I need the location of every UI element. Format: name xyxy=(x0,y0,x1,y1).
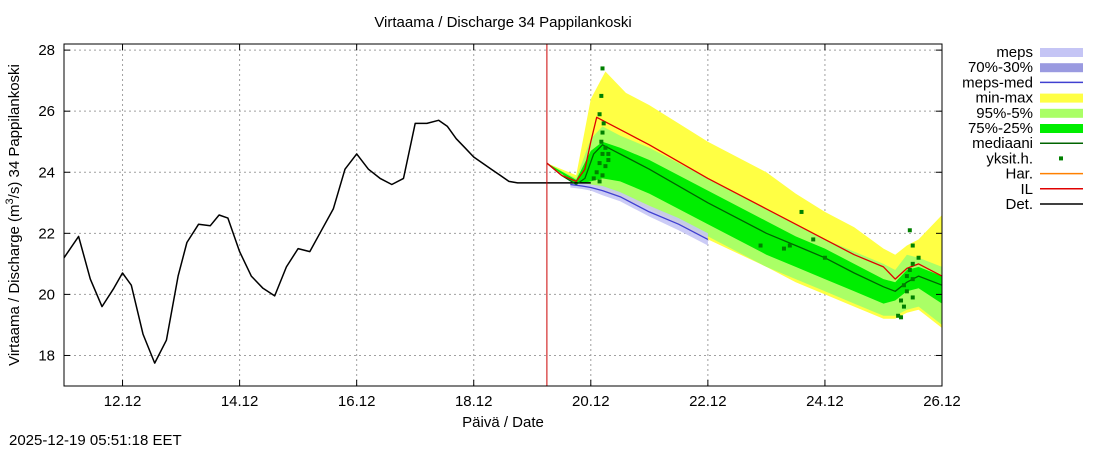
yksit-point xyxy=(899,298,904,303)
yksit-point xyxy=(597,112,602,117)
yksit-point xyxy=(600,151,605,156)
legend-label-meps: meps xyxy=(996,44,1033,61)
y-tick-label: 18 xyxy=(38,347,55,364)
x-tick-label: 24.12 xyxy=(806,393,844,410)
yksit-point xyxy=(606,151,611,156)
legend-label-p95_5: 95%-5% xyxy=(976,105,1033,122)
x-tick-label: 20.12 xyxy=(572,393,610,410)
yksit-point xyxy=(600,66,605,71)
x-tick-label: 18.12 xyxy=(455,393,493,410)
yksit-point xyxy=(599,139,604,144)
y-tick-label: 28 xyxy=(38,42,55,59)
series-det xyxy=(64,119,591,364)
legend-label-il: IL xyxy=(1020,181,1033,198)
legend-label-har: Har. xyxy=(1005,166,1033,183)
legend-label-meps_med: meps-med xyxy=(962,74,1033,91)
yksit-point xyxy=(594,170,599,175)
yksit-point xyxy=(822,255,827,260)
yksit-point xyxy=(600,173,605,178)
x-tick-label: 16.12 xyxy=(338,393,376,410)
x-tick-label: 12.12 xyxy=(104,393,142,410)
y-tick-label: 26 xyxy=(38,103,55,120)
yksit-point xyxy=(901,283,906,288)
legend-label-p70_30: 70%-30% xyxy=(968,59,1033,76)
band-p75_25 xyxy=(546,141,942,304)
legend-label-minmax: min-max xyxy=(975,90,1033,107)
yksit-point xyxy=(916,255,921,260)
legend-swatch-yksit xyxy=(1059,156,1063,161)
yksit-point xyxy=(907,228,912,233)
yksit-point xyxy=(781,246,786,251)
yksit-point xyxy=(904,289,909,294)
yksit-point xyxy=(597,179,602,184)
yksit-point xyxy=(606,158,611,163)
legend-swatch-p75_25 xyxy=(1040,124,1083,133)
y-axis-label: Virtaama / Discharge (m3/s) 34 Pappilank… xyxy=(4,64,23,366)
series-il xyxy=(546,116,942,280)
legend-swatch-p70_30 xyxy=(1040,63,1083,73)
yksit-point xyxy=(599,93,604,98)
y-tick-label: 22 xyxy=(38,225,55,242)
x-tick-label: 22.12 xyxy=(689,393,727,410)
axes: 12.12 14.12 16.12 18.12 20.12 22.12 24.12 26.12… xyxy=(38,42,960,410)
yksit-point xyxy=(591,176,596,181)
y-tick-label: 24 xyxy=(38,164,55,181)
yksit-point xyxy=(910,261,915,266)
x-axis-label: Päivä / Date xyxy=(462,414,544,431)
yksit-point xyxy=(597,161,602,166)
yksit-point xyxy=(758,243,763,248)
yksit-point xyxy=(896,313,901,318)
yksit-point xyxy=(603,164,608,169)
legend-swatch-p95_5 xyxy=(1040,108,1083,118)
yksit-point xyxy=(904,274,909,279)
y-tick-label: 20 xyxy=(38,286,55,303)
yksit-point xyxy=(601,121,606,126)
plot-frame xyxy=(63,43,943,387)
x-tick-label: 14.12 xyxy=(221,393,259,410)
yksit-point xyxy=(811,237,816,242)
legend-label-mediaani: mediaani xyxy=(972,135,1033,152)
yksit-point xyxy=(907,267,912,272)
legend-label-p75_25: 75%-25% xyxy=(968,120,1033,137)
chart-title: Virtaama / Discharge 34 Pappilankoski xyxy=(374,14,631,31)
x-tick-label: 26.12 xyxy=(923,393,961,410)
yksit-point xyxy=(787,243,792,248)
band-meps xyxy=(570,182,708,246)
yksit-point xyxy=(910,243,915,248)
legend-label-det: Det. xyxy=(1005,196,1033,213)
yksit-point xyxy=(603,145,608,150)
legend-swatch-minmax xyxy=(1040,93,1083,103)
yksit-point xyxy=(899,315,904,320)
legend-swatch-meps xyxy=(1040,48,1083,57)
yksit-point xyxy=(910,277,915,282)
legend: meps70%-30%meps-medmin-max95%-5%75%-25%m… xyxy=(962,44,1083,213)
yksit-point xyxy=(600,130,605,135)
series-mediaani xyxy=(546,144,942,292)
yksit-point xyxy=(799,209,804,214)
series-meps_med xyxy=(570,183,709,240)
plot-area xyxy=(64,44,942,386)
legend-label-yksit: yksit.h. xyxy=(986,150,1033,167)
timestamp: 2025-12-19 05:51:18 EET xyxy=(9,432,182,449)
yksit-point xyxy=(910,295,915,300)
yksit-point xyxy=(901,304,906,309)
